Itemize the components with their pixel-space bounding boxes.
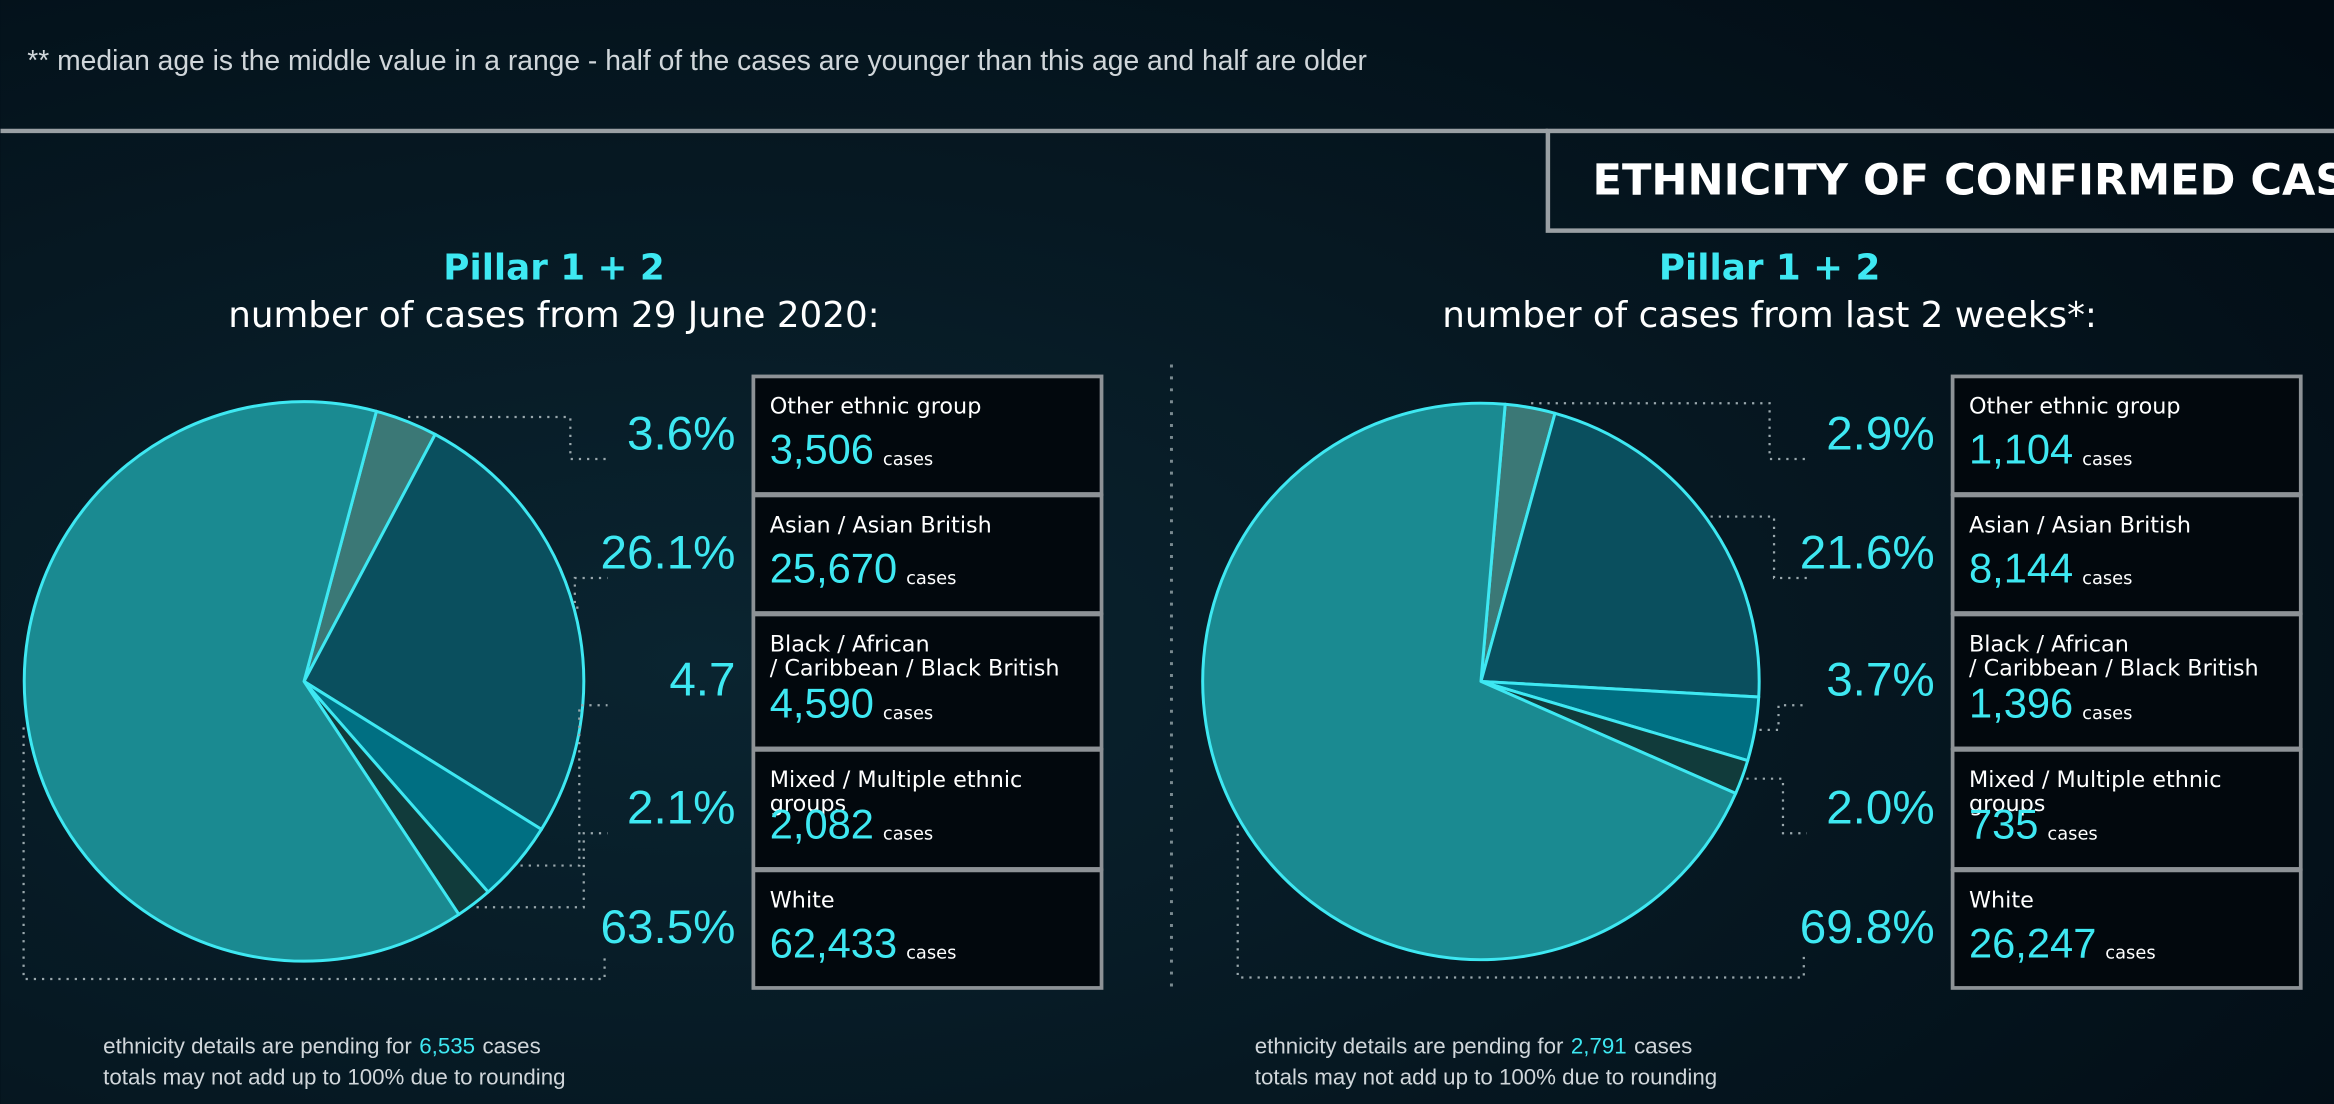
case-count: 26,247 [1969,919,2096,966]
pie-slice [1201,401,1738,962]
pie-slice [1479,411,1761,699]
case-count: 8,144 [1969,544,2073,591]
footnote: totals may not add up to 100% due to rou… [103,1065,565,1090]
case-unit: cases [2082,449,2132,470]
chart-title: Pillar 1 + 2 [1659,247,1880,288]
category-label: Mixed / Multiple ethnic groups [769,767,1023,817]
category-text: Asian / Asian British [769,513,992,539]
category-label: White [769,888,835,914]
value-label: 3.7% [1826,654,1935,707]
chart-subtitle: number of cases from last 2 weeks*: [1442,295,2097,336]
case-unit: cases [906,568,956,589]
case-count: 62,433 [770,919,897,966]
category-text: White [1968,888,2034,914]
case-count: 4,590 [770,680,874,727]
value-label: 2.1% [627,781,736,834]
leader-line [22,727,606,981]
case-unit: cases [2047,824,2097,845]
category-text: Asian / Asian British [1968,513,2192,539]
case-count: 735 [1969,800,2039,847]
legend-box [751,748,1104,871]
case-unit: cases [906,943,956,964]
legend-box [1950,493,2303,615]
note: ** median age is the middle value in a r… [27,44,1367,76]
case-unit: cases [883,449,933,470]
category-text: Other ethnic group [1968,394,2181,420]
pending-count: 6,535 [419,1033,475,1058]
category-text: Other ethnic group [769,394,982,420]
chart-title: Pillar 1 + 2 [443,247,664,288]
legend-box [1950,748,2303,871]
case-unit: cases [2082,568,2132,589]
leader-line [1236,825,1805,979]
pending-text: ethnicity details are pending for [1255,1033,1564,1058]
section-title-box [1545,128,2334,233]
category-label: White [1968,888,2034,914]
leader-line [1710,515,1807,580]
case-unit: cases [2105,943,2155,964]
pending-unit: cases [482,1033,540,1058]
leader-line [1759,704,1807,731]
case-count: 1,396 [1969,680,2073,727]
case-count: 2,082 [770,800,874,847]
category-label: Asian / Asian British [769,513,992,539]
category-text: Mixed / Multiple ethnic groups [1968,767,2222,817]
pending-count: 2,791 [1571,1033,1627,1058]
pending-unit: cases [1634,1033,1692,1058]
leader-line [1531,402,1807,461]
section-title: ETHNICITY OF CONFIRMED CASES [1593,156,2334,206]
legend-box [751,374,1104,496]
category-label: Black / African / Caribbean / Black Brit… [769,632,1060,682]
value-label: 3.6% [627,407,736,460]
case-unit: cases [883,703,933,724]
case-unit: cases [883,824,933,845]
value-label: 4.7 [669,654,735,707]
value-label: 21.6% [1800,526,1935,579]
pie-slice [22,400,461,963]
category-label: Mixed / Multiple ethnic groups [1968,767,2222,817]
value-label: 26.1% [601,526,736,579]
pie-slice [302,432,586,831]
case-count: 1,104 [1969,425,2073,472]
footnote: totals may not add up to 100% due to rou… [1255,1065,1717,1090]
category-label: Other ethnic group [769,394,982,420]
category-text: Black / African / Caribbean / Black Brit… [769,632,1060,682]
legend-box [751,868,1104,990]
case-unit: cases [2082,703,2132,724]
value-label: 63.5% [601,901,736,954]
chart-subtitle: number of cases from 29 June 2020: [228,295,879,336]
case-count: 3,506 [770,425,874,472]
category-label: Asian / Asian British [1968,513,2192,539]
value-label: 69.8% [1800,901,1935,954]
leader-line [408,415,608,461]
value-label: 2.9% [1826,407,1935,460]
legend-box [1950,612,2303,751]
legend-box [1950,374,2303,496]
case-count: 25,670 [770,544,897,591]
pending-text: ethnicity details are pending for [103,1033,412,1058]
category-label: Black / African / Caribbean / Black Brit… [1968,632,2259,682]
legend-box [1950,868,2303,990]
category-text: Black / African / Caribbean / Black Brit… [1968,632,2259,682]
category-text: Mixed / Multiple ethnic groups [769,767,1023,817]
legend-box [751,493,1104,615]
category-label: Other ethnic group [1968,394,2181,420]
legend-box [751,612,1104,751]
leader-line [573,576,608,609]
category-text: White [769,888,835,914]
value-label: 2.0% [1826,781,1935,834]
leader-line [1746,777,1807,835]
